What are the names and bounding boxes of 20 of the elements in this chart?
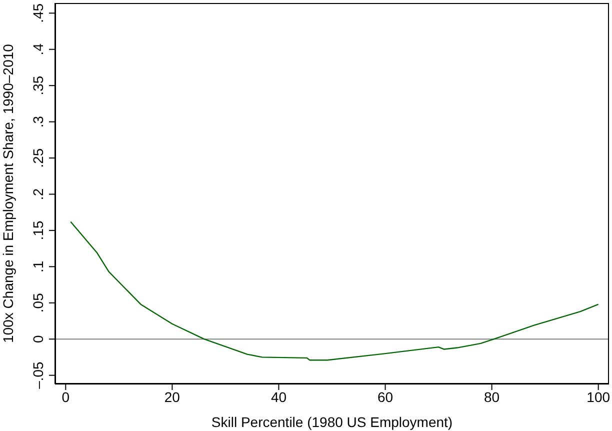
y-tick-label: .1 bbox=[30, 260, 46, 272]
y-tick-label: 0 bbox=[30, 334, 46, 343]
line-series bbox=[70, 221, 599, 361]
y-tick-label: .25 bbox=[30, 148, 46, 168]
y-tick-label: .15 bbox=[30, 220, 46, 240]
y-tick-label: .2 bbox=[30, 188, 46, 200]
y-axis-title: 100x Change in Employment Share, 1990–2010 bbox=[0, 44, 16, 343]
x-tick-label: 0 bbox=[62, 388, 70, 405]
y-tick-label: .35 bbox=[30, 76, 46, 96]
y-tick-label: .45 bbox=[30, 3, 46, 23]
y-tick-label: .4 bbox=[30, 43, 46, 56]
x-tick-label: 60 bbox=[377, 388, 394, 405]
x-tick-label: 40 bbox=[270, 388, 287, 405]
y-tick-label: .3 bbox=[30, 116, 46, 128]
x-tick-label: 80 bbox=[484, 388, 500, 405]
x-axis-title: Skill Percentile (1980 US Employment) bbox=[211, 414, 453, 430]
x-tick-label: 100 bbox=[586, 388, 610, 405]
y-tick-label: –.05 bbox=[30, 361, 46, 389]
y-tick-label: .05 bbox=[30, 292, 46, 313]
x-tick-label: 20 bbox=[164, 388, 180, 405]
